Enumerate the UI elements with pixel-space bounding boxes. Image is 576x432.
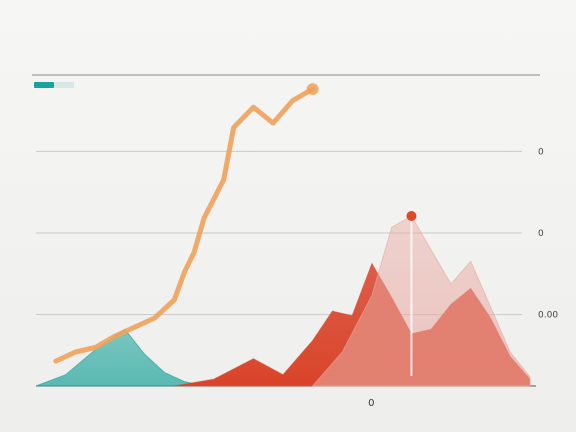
legend-swatch (34, 82, 74, 88)
x-tick-label: 0 (368, 398, 374, 409)
peak-marker (406, 211, 417, 221)
y-tick-right: 0 (538, 229, 544, 239)
line-series-end-point (306, 83, 319, 96)
legend-swatch-light (54, 82, 74, 88)
area-series (311, 215, 531, 387)
marker-layer (406, 211, 417, 376)
legend-swatch-teal (34, 82, 54, 88)
series-layer (35, 83, 531, 387)
y-tick-right: 0 (538, 147, 544, 157)
y-tick-right: 0.00 (538, 311, 558, 321)
axis-layer: 0.00 0 0 0 (368, 147, 558, 409)
line-series (53, 86, 316, 364)
